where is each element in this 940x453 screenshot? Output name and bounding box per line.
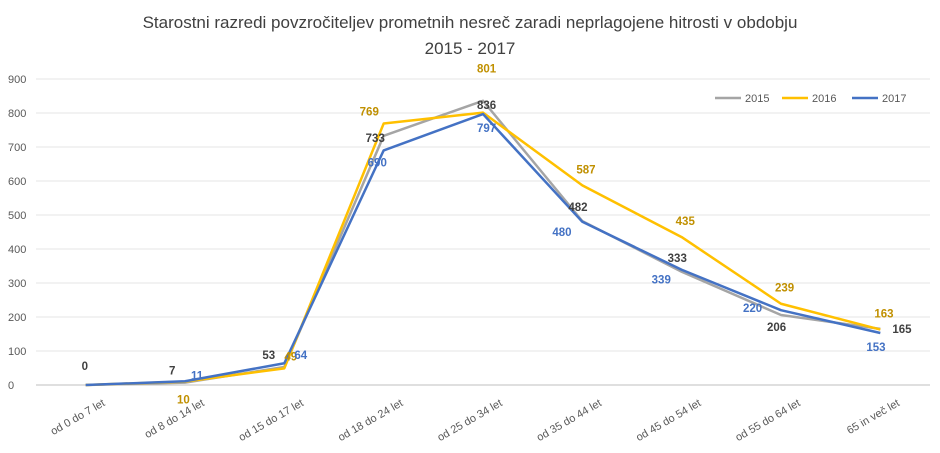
- y-tick-label: 200: [8, 312, 26, 324]
- data-label-2015: 7: [169, 366, 175, 378]
- data-label-2017: 480: [552, 227, 571, 239]
- x-tick-label: od 55 do 64 let: [733, 397, 802, 444]
- data-label-2017: 64: [294, 350, 307, 362]
- data-label-2015: 165: [892, 324, 912, 336]
- y-tick-label: 400: [8, 244, 26, 256]
- data-label-2016: 435: [676, 216, 696, 228]
- y-tick-label: 100: [8, 346, 26, 358]
- y-tick-label: 900: [8, 74, 26, 86]
- data-label-2016: 49: [284, 351, 297, 363]
- data-label-2015: 482: [568, 202, 587, 214]
- series-line-2015: [85, 99, 881, 387]
- data-label-2017: 11: [191, 370, 204, 382]
- data-label-2017: 690: [368, 157, 387, 169]
- y-tick-label: 600: [8, 176, 26, 188]
- data-label-2017: 339: [652, 275, 671, 287]
- y-tick-label: 700: [8, 142, 26, 154]
- legend-label-2016: 2016: [812, 93, 836, 105]
- x-tick-label: od 8 do 14 let: [143, 397, 207, 441]
- chart-title-line2: 2015 - 2017: [425, 39, 516, 58]
- series-line-2016: [85, 111, 881, 387]
- legend-label-2015: 2015: [745, 93, 769, 105]
- data-label-2017: 220: [743, 303, 762, 315]
- data-label-2016: 587: [576, 164, 595, 176]
- data-label-zero: 0: [82, 361, 88, 373]
- y-tick-label: 300: [8, 278, 26, 290]
- x-tick-label: od 25 do 34 let: [435, 397, 504, 444]
- data-label-2016: 163: [874, 309, 893, 321]
- series-line-2017: [85, 112, 881, 387]
- data-label-2016: 10: [177, 395, 190, 407]
- data-label-2017: 797: [477, 123, 496, 135]
- y-tick-label: 800: [8, 108, 26, 120]
- legend-label-2017: 2017: [882, 93, 906, 105]
- x-tick-label: od 35 do 44 let: [535, 397, 604, 444]
- data-label-2017: 153: [866, 342, 885, 354]
- data-label-2016: 239: [775, 283, 794, 295]
- x-tick-label: 65 in več let: [845, 397, 902, 437]
- y-tick-label: 0: [8, 380, 14, 392]
- chart-title-line1: Starostni razredi povzročiteljev prometn…: [143, 13, 798, 32]
- x-tick-label: od 45 do 54 let: [634, 397, 703, 444]
- data-label-2016: 769: [360, 107, 379, 119]
- data-label-2016: 801: [477, 64, 497, 76]
- y-tick-label: 500: [8, 210, 26, 222]
- x-tick-label: od 18 do 24 let: [336, 397, 405, 444]
- data-label-2015: 333: [668, 253, 687, 265]
- data-label-2015: 206: [767, 322, 786, 334]
- data-label-2015: 836: [477, 100, 496, 112]
- data-label-2015: 733: [366, 133, 385, 145]
- x-tick-label: od 0 do 7 let: [49, 397, 107, 438]
- data-label-2015: 53: [262, 350, 275, 362]
- x-tick-label: od 15 do 17 let: [237, 397, 306, 444]
